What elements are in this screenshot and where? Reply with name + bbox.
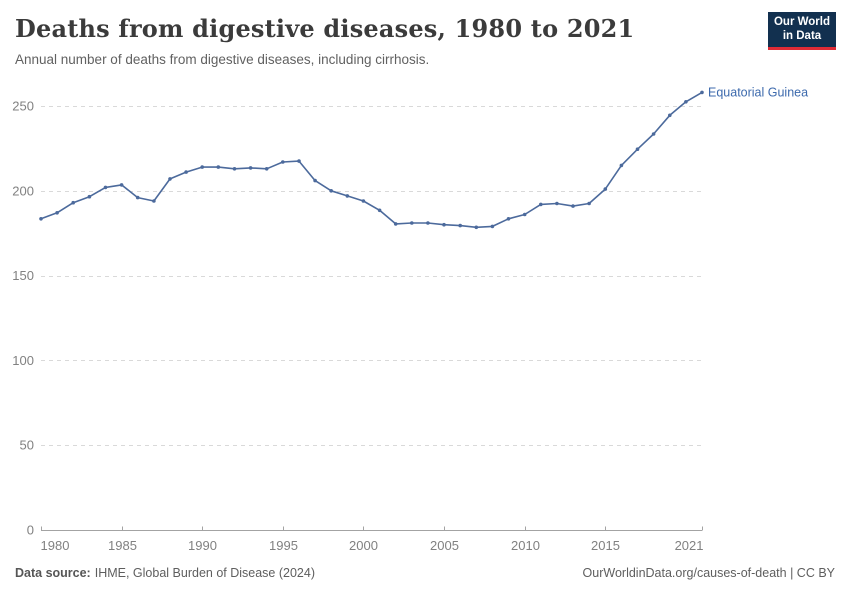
footer-divider: | — [786, 566, 797, 580]
data-point-marker — [684, 100, 688, 104]
series-end-label[interactable]: Equatorial Guinea — [708, 85, 808, 99]
x-tick-label: 1995 — [269, 538, 298, 553]
data-point-marker — [377, 208, 382, 213]
data-source-text: IHME, Global Burden of Disease (2024) — [94, 566, 315, 580]
data-point-marker — [700, 90, 704, 95]
chart-subtitle: Annual number of deaths from digestive d… — [15, 52, 430, 67]
data-point-marker — [168, 177, 172, 181]
data-point-marker — [393, 222, 398, 226]
y-tick-label: 50 — [20, 438, 34, 453]
data-point-marker — [329, 189, 334, 193]
x-tick-label: 2015 — [591, 538, 620, 553]
data-point-marker — [442, 222, 446, 227]
data-point-marker — [200, 165, 204, 169]
data-source-label: Data source: — [15, 566, 91, 580]
data-point-marker — [184, 170, 188, 174]
x-tick-label: 2005 — [430, 538, 459, 553]
logo-line1: Our World — [773, 16, 830, 28]
series-line — [40, 91, 703, 229]
x-tick-label: 2021 — [675, 538, 704, 553]
x-tick-label: 1990 — [188, 538, 217, 553]
data-point-marker — [313, 178, 317, 183]
y-tick-label: 200 — [12, 183, 34, 198]
data-point-marker — [152, 199, 156, 203]
data-point-marker — [87, 194, 92, 199]
x-tick-label: 2000 — [349, 538, 378, 553]
data-point-marker — [522, 212, 527, 217]
data-point-marker — [474, 225, 479, 230]
data-point-marker — [426, 221, 430, 225]
data-point-marker — [135, 195, 140, 200]
data-point-marker — [345, 194, 350, 198]
page-title: Deaths from digestive diseases, 1980 to … — [15, 14, 635, 43]
data-point-marker — [506, 217, 511, 221]
data-point-marker — [490, 224, 495, 229]
x-tick-label: 1980 — [41, 538, 70, 553]
x-tick-label: 1985 — [108, 538, 137, 553]
data-source: Data source: IHME, Global Burden of Disea… — [15, 566, 315, 580]
data-point-marker — [361, 199, 366, 203]
data-point-marker — [39, 217, 43, 221]
data-point-marker — [539, 202, 543, 207]
data-point-marker — [55, 211, 59, 215]
y-tick-label: 0 — [27, 523, 34, 538]
data-point-marker — [651, 132, 656, 136]
data-point-marker — [103, 185, 108, 190]
data-point-marker — [264, 167, 269, 171]
y-tick-label: 150 — [12, 268, 34, 283]
data-point-marker — [119, 183, 124, 187]
data-point-marker — [668, 113, 672, 118]
footer-license-block: OurWorldinData.org/causes-of-death | CC … — [583, 566, 835, 580]
y-tick-label: 250 — [12, 99, 34, 114]
chart-footer: Data source: IHME, Global Burden of Disea… — [15, 566, 835, 580]
data-point-marker — [571, 204, 575, 208]
data-point-marker — [619, 163, 624, 168]
owid-logo[interactable]: Our World in Data — [768, 12, 836, 50]
data-point-marker — [410, 221, 414, 225]
footer-url[interactable]: OurWorldinData.org/causes-of-death — [582, 566, 787, 580]
data-point-marker — [587, 201, 591, 206]
data-point-marker — [248, 166, 253, 170]
data-point-marker — [635, 147, 640, 151]
x-tick-label: 2010 — [511, 538, 540, 553]
data-point-marker — [603, 187, 608, 191]
y-tick-label: 100 — [12, 353, 34, 368]
data-point-marker — [281, 160, 285, 164]
logo-line2: in Data — [782, 29, 822, 42]
footer-license: CC BY — [796, 566, 835, 580]
data-point-marker — [232, 167, 237, 171]
data-point-marker — [297, 159, 301, 163]
data-point-marker — [71, 200, 75, 205]
data-point-marker — [458, 223, 463, 228]
data-point-marker — [555, 201, 559, 206]
data-point-marker — [216, 165, 221, 169]
